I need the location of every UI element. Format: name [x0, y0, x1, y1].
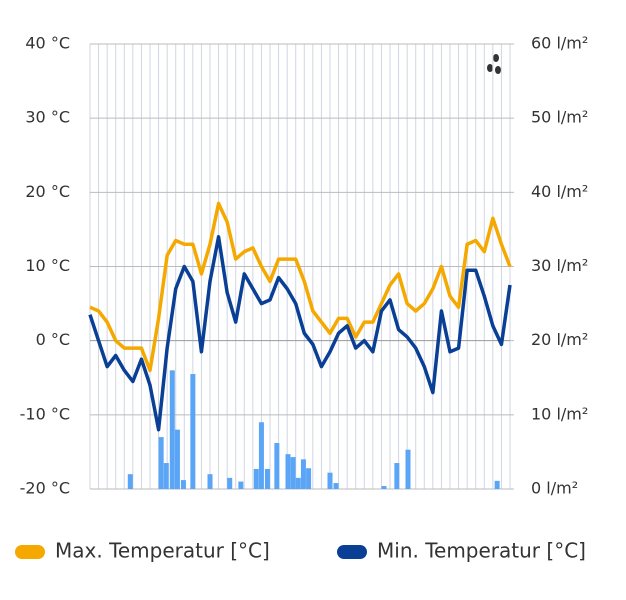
- precipitation-bar: [274, 443, 280, 489]
- y-tick-label: 40 °C: [25, 34, 70, 53]
- legend-text: Min. Temperatur [°C]: [377, 539, 586, 563]
- precipitation-bar: [295, 477, 301, 489]
- y2-tick-label: 30 l/m²: [531, 256, 588, 275]
- legend-swatch: [15, 545, 45, 559]
- precipitation-bar: [227, 477, 233, 489]
- y-tick-label: 0 °C: [36, 330, 70, 349]
- precipitation-bar: [174, 429, 180, 489]
- precipitation-bar: [290, 457, 296, 489]
- precipitation-bar: [180, 480, 186, 489]
- grid: [89, 43, 511, 490]
- y2-tick-label: 50 l/m²: [531, 108, 588, 127]
- precipitation-bar: [258, 422, 264, 489]
- precipitation-bar: [207, 474, 213, 489]
- precipitation-bar: [333, 483, 339, 489]
- precipitation-bar: [190, 374, 196, 489]
- precipitation-bar: [494, 480, 500, 489]
- precipitation-bar: [306, 468, 312, 489]
- temperature-line: [88, 235, 512, 432]
- precipitation-bar: [405, 449, 411, 489]
- precipitation-bar: [163, 463, 169, 489]
- y2-tick-label: 0 l/m²: [531, 479, 578, 498]
- precipitation-bar: [285, 454, 291, 489]
- y2-tick-label: 20 l/m²: [531, 330, 588, 349]
- legend-swatch: [337, 545, 367, 559]
- legend-text: Max. Temperatur [°C]: [55, 539, 270, 563]
- temperature-line: [89, 201, 512, 373]
- y2-tick-label: 60 l/m²: [531, 34, 588, 53]
- y-tick-label: 10 °C: [25, 256, 70, 275]
- precipitation-bar: [264, 468, 270, 489]
- precipitation-bar: [327, 472, 333, 489]
- precipitation-bar: [381, 486, 387, 489]
- y2-tick-label: 40 l/m²: [531, 182, 588, 201]
- y-tick-label: 20 °C: [25, 182, 70, 201]
- precipitation-bar: [169, 370, 175, 489]
- precipitation-bar: [300, 459, 306, 489]
- precipitation-bar: [127, 474, 133, 489]
- precipitation-bar: [253, 468, 259, 489]
- y2-tick-label: 10 l/m²: [531, 404, 588, 423]
- y-tick-label: -20 °C: [20, 479, 70, 498]
- precipitation-bar: [158, 437, 164, 489]
- y-tick-label: -10 °C: [20, 404, 70, 423]
- rain-icon: [487, 54, 501, 74]
- y-tick-label: 30 °C: [25, 108, 70, 127]
- precipitation-bar: [238, 481, 244, 489]
- precipitation-bar: [394, 463, 400, 489]
